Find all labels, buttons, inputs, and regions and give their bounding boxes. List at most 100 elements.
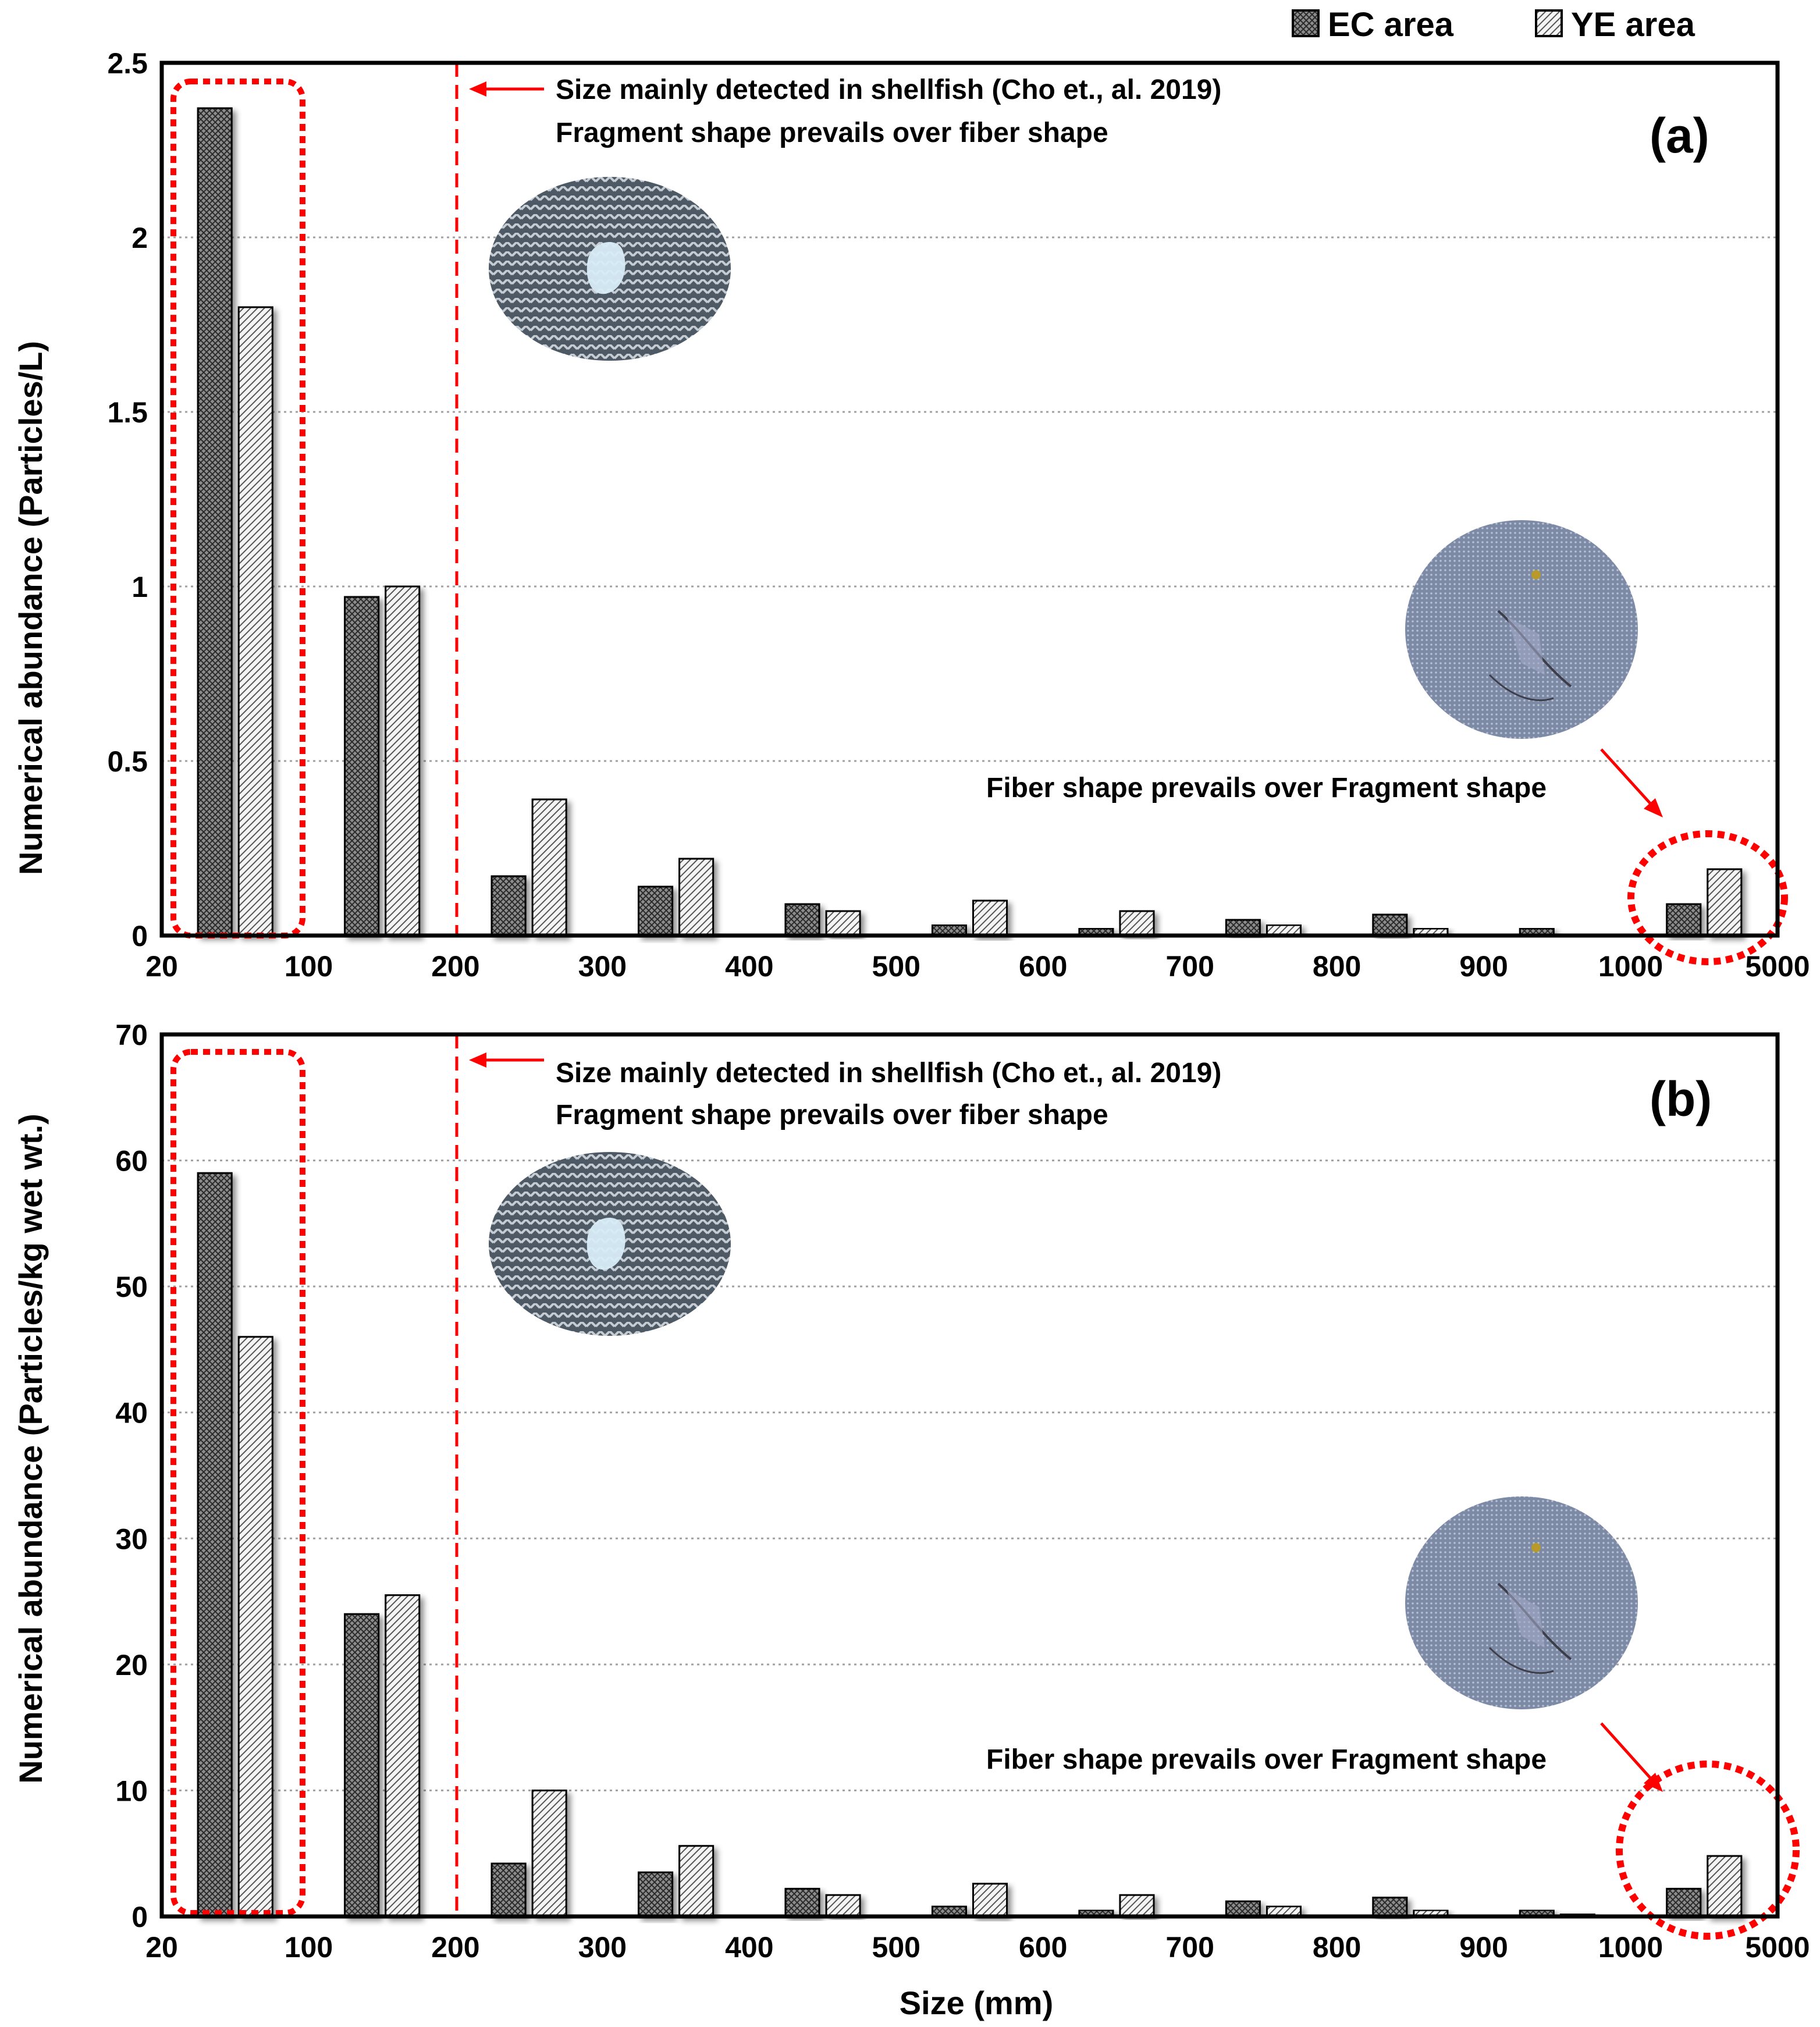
bar-ec-area [784,903,820,937]
gridlines [162,1160,1778,1791]
y-tick-label: 2 [131,222,148,254]
shellfish-size-note: Size mainly detected in shellfish (Cho e… [556,1058,1221,1089]
gridlines [162,236,1778,762]
x-tick-label: 5000 [1745,950,1810,983]
x-tick-label: 1000 [1598,1931,1663,1964]
panel-a: Size mainly detected in shellfish (Cho e… [12,47,1810,983]
bar-ye-area [825,1894,861,1918]
y-tick-label: 1.5 [107,396,148,429]
bar-ye-area [385,1594,421,1918]
x-axis-title: Size (mm) [900,1985,1054,2021]
bar-ye-area [385,585,421,937]
bar-ec-area [197,1172,233,1918]
large-size-highlight-circle [1616,1761,1800,1940]
bar-ec-area [638,1871,674,1918]
y-tick-label: 10 [115,1774,148,1807]
y-tick-label: 0 [131,1901,148,1933]
y-tick-label: 20 [115,1649,148,1681]
x-axis: 20 100 200 300 400 500 600 700 800 900 1000 5000 [145,950,1810,983]
x-tick-label: 300 [578,950,627,983]
bar-ye-area [1707,868,1743,937]
fiber-prevails-note: Fiber shape prevails over Fragment shape [986,773,1547,803]
bar-ye-area [678,1845,715,1918]
arrow-left-icon [469,81,544,97]
bar-ye-area [237,306,273,937]
x-tick-label: 100 [285,950,333,983]
bar-ec-area [638,886,674,937]
y-axis: 0 0.5 1 1.5 2 2.5 [107,47,148,952]
bar-ec-area [344,1613,380,1918]
fragment-prevails-note: Fragment shape prevails over fiber shape [556,1100,1108,1130]
legend-swatch-ye [1535,9,1563,37]
fiber-note-arrow [1600,748,1654,807]
x-tick-label: 900 [1459,1931,1508,1964]
x-axis: 20 100 200 300 400 500 600 700 800 900 1000 5000 [145,1931,1810,1964]
shellfish-size-note: Size mainly detected in shellfish (Cho e… [556,74,1221,105]
legend-label-ye: YE area [1571,6,1695,44]
x-tick-label: 500 [872,950,920,983]
bar-ye-area [237,1336,273,1918]
x-tick-label: 800 [1313,950,1361,983]
plot-frame [159,1032,1780,1919]
y-axis-title: Numerical abundance (Particles/L) [12,341,49,875]
y-tick-label: 40 [115,1397,148,1429]
y-tick-label: 30 [115,1523,148,1555]
fragment-prevails-note: Fragment shape prevails over fiber shape [556,118,1108,148]
panel-label: (a) [1650,108,1709,163]
x-tick-label: 300 [578,1931,627,1964]
fiber-note-arrow [1600,1722,1654,1781]
panel-label: (b) [1650,1072,1712,1126]
legend: EC area YE area [1292,6,1695,44]
y-tick-label: 1 [131,571,148,603]
bars [197,1172,1743,1918]
plot-frame [159,61,1780,938]
bar-ec-area [1372,913,1408,937]
bar-ec-area [490,1862,527,1918]
bar-ye-area [972,1883,1008,1918]
y-axis: 0 10 20 30 40 50 60 70 [115,1019,148,1933]
fiber-note-arrowhead [1644,798,1663,817]
x-tick-label: 600 [1019,950,1067,983]
y-tick-label: 0.5 [107,745,148,778]
y-axis-title: Numerical abundance (Particles/kg wet wt… [12,1114,49,1783]
annotations: Size mainly detected in shellfish (Cho e… [170,63,1788,965]
bar-ye-area [972,899,1008,937]
y-tick-label: 50 [115,1271,148,1303]
x-tick-label: 600 [1019,1931,1067,1964]
x-tick-label: 700 [1165,1931,1214,1964]
x-tick-label: 200 [431,1931,479,1964]
large-size-highlight-circle [1627,830,1788,965]
y-tick-label: 0 [131,920,148,952]
x-tick-label: 5000 [1745,1931,1810,1964]
x-tick-label: 400 [725,1931,773,1964]
fiber-prevails-note: Fiber shape prevails over Fragment shape [986,1744,1547,1775]
bar-ec-area [784,1887,820,1918]
fiber-micrograph [1405,520,1638,739]
x-tick-label: 700 [1165,950,1214,983]
bar-ec-area [1666,1887,1702,1918]
bar-ye-area [1707,1855,1743,1918]
y-tick-label: 60 [115,1145,148,1178]
bar-ec-area [197,107,233,937]
bar-ec-area [490,875,527,937]
bar-ye-area [531,798,567,937]
x-tick-label: 100 [285,1931,333,1964]
x-tick-label: 1000 [1598,950,1663,983]
x-tick-label: 20 [145,1931,178,1964]
x-tick-label: 800 [1313,1931,1361,1964]
bar-ec-area [1225,919,1261,937]
x-tick-label: 500 [872,1931,920,1964]
y-tick-label: 2.5 [107,47,148,80]
y-tick-label: 70 [115,1019,148,1051]
bar-ec-area [344,596,380,937]
panel-b: Size mainly detected in shellfish (Cho e… [12,1019,1810,2021]
legend-label-ec: EC area [1328,6,1454,44]
x-tick-label: 20 [145,950,178,983]
bar-ec-area [1225,1900,1261,1918]
bar-ye-area [1119,910,1155,937]
legend-swatch-ec [1292,9,1320,37]
x-tick-label: 400 [725,950,773,983]
bar-ec-area [1666,903,1702,937]
fiber-micrograph [1405,1496,1638,1709]
